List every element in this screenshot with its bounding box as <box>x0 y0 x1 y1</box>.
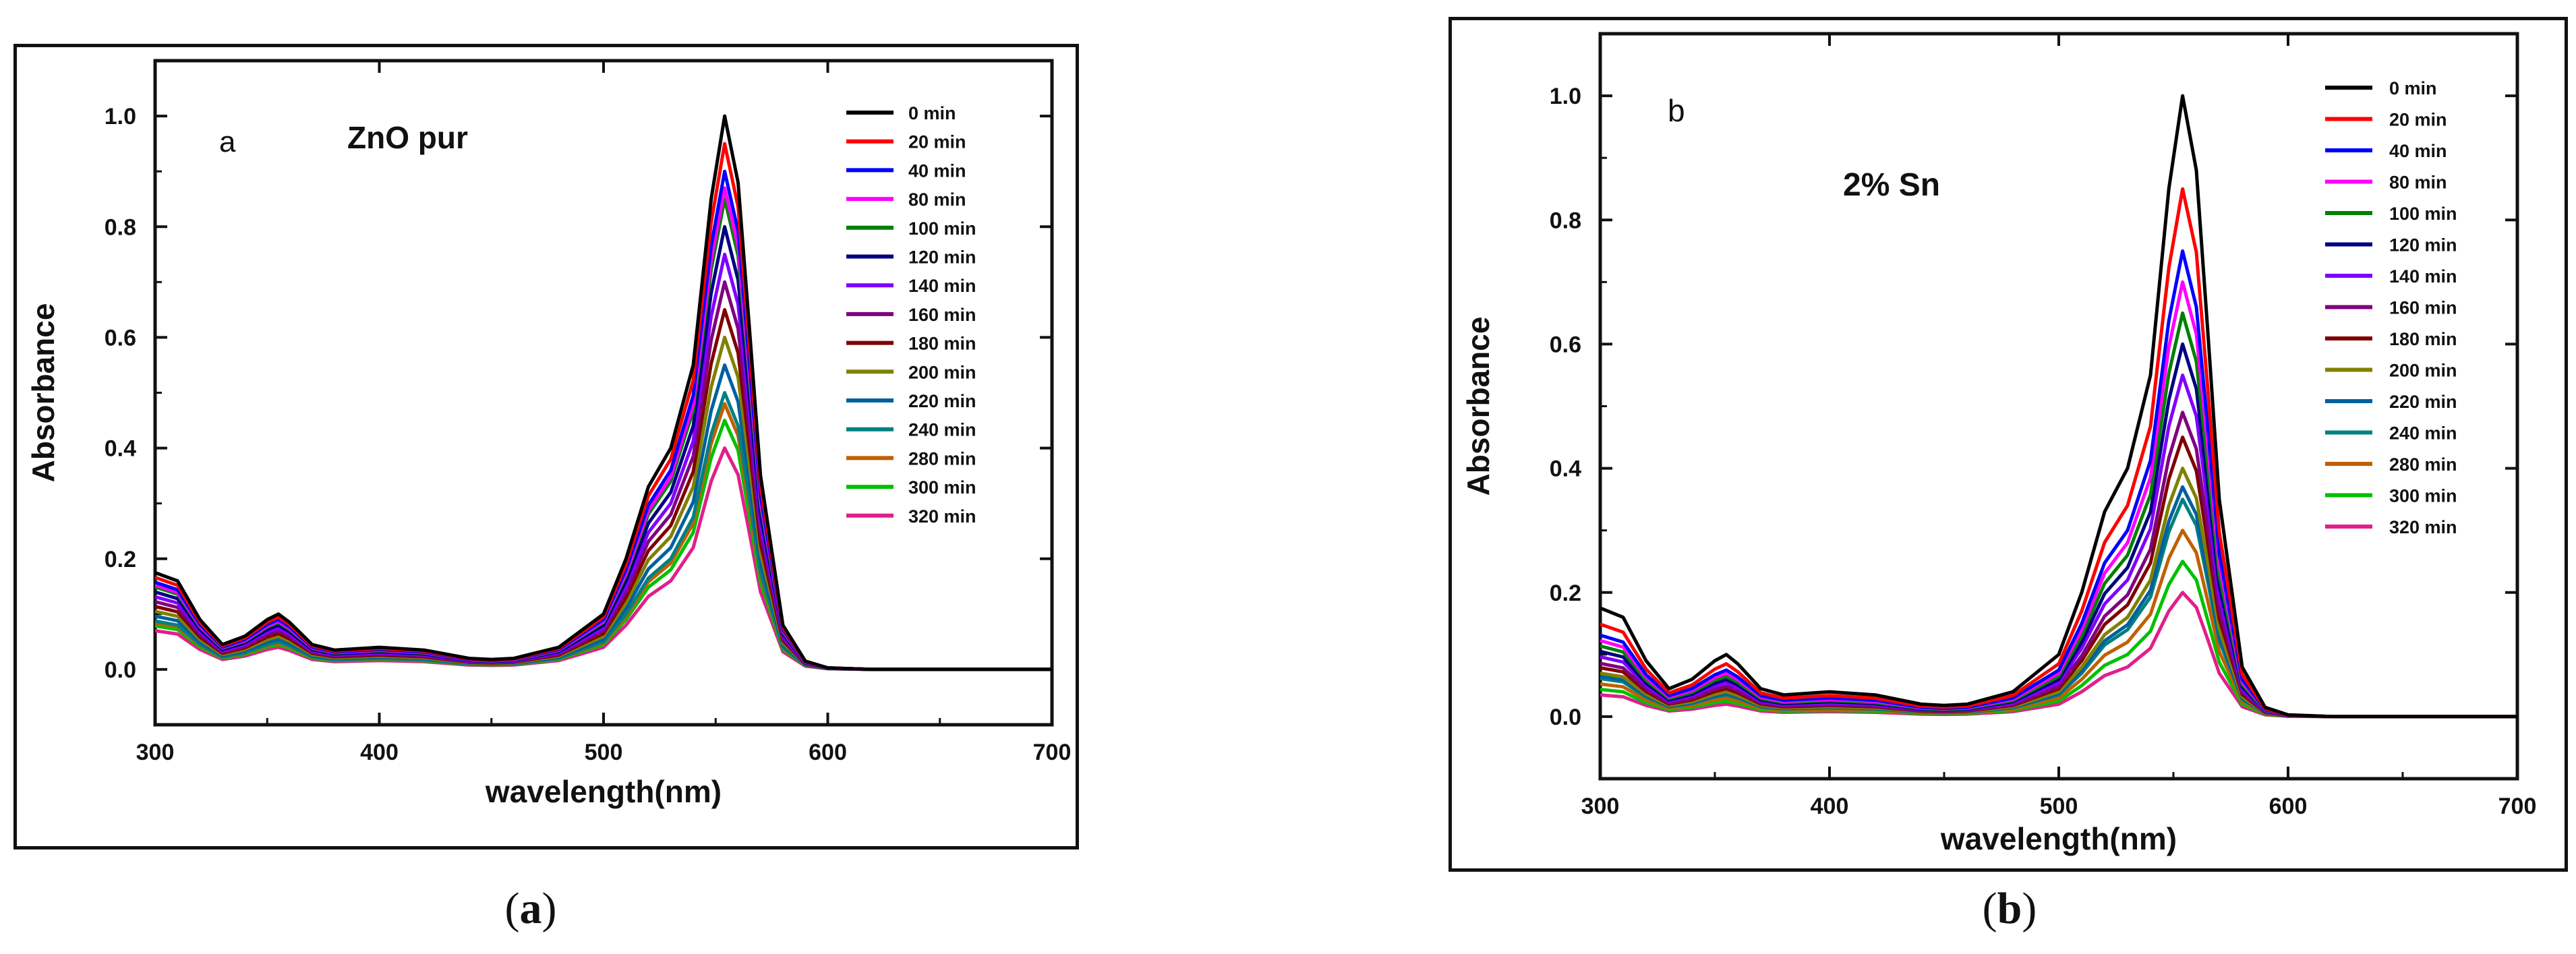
series-line-0-min <box>1600 94 2517 719</box>
sample-annotation: ZnO pur <box>347 120 468 155</box>
x-tick-label: 300 <box>136 740 175 765</box>
y-tick-label: 1.0 <box>1550 84 1581 109</box>
caption-a-letter: a <box>519 884 542 933</box>
series-line-320-min <box>1600 591 2517 719</box>
series-lines <box>155 114 1052 672</box>
legend-label: 0 min <box>2389 78 2437 98</box>
x-tick-label: 400 <box>1811 794 1849 819</box>
legend-label: 200 min <box>908 362 976 382</box>
legend-label: 320 min <box>908 506 976 527</box>
legend-label: 80 min <box>2389 173 2447 193</box>
legend-label: 180 min <box>908 334 976 354</box>
x-tick-label: 700 <box>2498 794 2537 819</box>
legend-label: 280 min <box>908 448 976 469</box>
legend-label: 100 min <box>2389 204 2457 224</box>
legend-label: 200 min <box>2389 361 2457 381</box>
legend-label: 220 min <box>2389 392 2457 412</box>
series-line-40-min <box>1600 249 2517 719</box>
caption-a: (a) <box>504 884 557 933</box>
x-axis-title: wavelength(nm) <box>485 774 722 809</box>
x-tick-label: 600 <box>2269 794 2308 819</box>
legend-label: 120 min <box>908 247 976 268</box>
y-tick-label: 0.2 <box>105 547 136 572</box>
legend-label: 80 min <box>908 189 966 210</box>
legend-label: 20 min <box>2389 110 2447 130</box>
y-tick-label: 0.8 <box>105 214 136 240</box>
legend-label: 160 min <box>908 305 976 325</box>
x-tick-label: 500 <box>585 740 623 765</box>
legend-label: 120 min <box>2389 235 2457 256</box>
legend-label: 0 min <box>908 103 956 123</box>
legend-label: 180 min <box>2389 329 2457 349</box>
x-tick-label: 700 <box>1033 740 1072 765</box>
legend-label: 140 min <box>908 276 976 296</box>
series-line-0-min <box>155 114 1052 672</box>
x-tick-label: 500 <box>2040 794 2078 819</box>
x-tick-label: 300 <box>1581 794 1620 819</box>
y-axis-title: Absorbance <box>1461 317 1496 496</box>
x-tick-label: 600 <box>809 740 847 765</box>
caption-b: (b) <box>1982 884 2037 933</box>
chart-a: 300 400 500 600 700 0.0 0.2 0.4 0.6 0.8 1.0 wavelen… <box>26 59 1072 809</box>
legend-label: 240 min <box>908 420 976 440</box>
legend-label: 40 min <box>908 160 966 181</box>
y-tick-label: 0.0 <box>105 657 136 683</box>
y-tick-label: 0.4 <box>105 436 136 462</box>
panel-label: a <box>219 125 236 158</box>
panel-label: b <box>1668 93 1685 128</box>
legend-label: 240 min <box>2389 423 2457 444</box>
series-line-20-min <box>1600 187 2517 719</box>
y-tick-label: 0.6 <box>105 325 136 351</box>
legend-label: 140 min <box>2389 266 2457 287</box>
y-tick-label: 0.4 <box>1550 456 1581 482</box>
y-tick-label: 0.2 <box>1550 580 1581 606</box>
legend-label: 160 min <box>2389 298 2457 318</box>
legend-label: 300 min <box>908 477 976 498</box>
x-axis-title: wavelength(nm) <box>1940 821 2177 856</box>
legend-label: 20 min <box>908 132 966 152</box>
sample-annotation: 2% Sn <box>1843 167 1940 203</box>
y-axis-title: Absorbance <box>26 303 61 483</box>
x-tick-label: 400 <box>360 740 399 765</box>
y-tick-label: 0.6 <box>1550 332 1581 357</box>
series-lines <box>1600 94 2517 719</box>
legend-label: 100 min <box>908 218 976 239</box>
y-tick-label: 1.0 <box>105 104 136 129</box>
legend-label: 40 min <box>2389 141 2447 161</box>
figure-a-frame: 300 400 500 600 700 0.0 0.2 0.4 0.6 0.8 1.0 wavelen… <box>13 44 1079 849</box>
figure-b-frame: 300 400 500 600 700 0.0 0.2 0.4 0.6 0.8 1.0 wavelen… <box>1448 17 2568 872</box>
y-tick-label: 0.8 <box>1550 208 1581 233</box>
legend-label: 280 min <box>2389 454 2457 475</box>
legend-label: 300 min <box>2389 486 2457 506</box>
legend-label: 320 min <box>2389 517 2457 537</box>
legend-label: 220 min <box>908 391 976 411</box>
y-tick-label: 0.0 <box>1550 705 1581 730</box>
caption-b-letter: b <box>1997 884 2022 933</box>
chart-b: 300 400 500 600 700 0.0 0.2 0.4 0.6 0.8 1.0 wavelen… <box>1461 32 2537 856</box>
